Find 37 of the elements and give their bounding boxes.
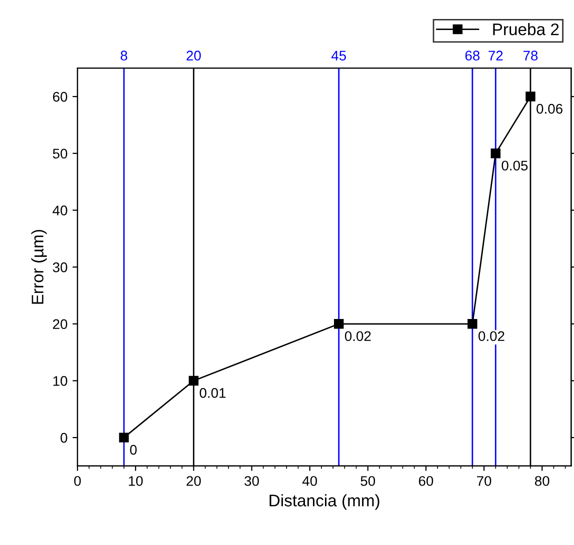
y-tick-label: 40 xyxy=(52,206,68,216)
annotation: 0.02 xyxy=(344,331,371,342)
x2-tick-label: 68 xyxy=(465,50,480,61)
y-tick-label: 0 xyxy=(60,432,68,443)
x2-tick-label: 72 xyxy=(488,50,503,60)
point xyxy=(334,319,344,329)
annotation: 0.02 xyxy=(478,331,504,342)
x-tick-label: 10 xyxy=(128,476,143,486)
annotation: 0.06 xyxy=(536,104,562,114)
annotation: 0.05 xyxy=(502,160,528,171)
x2-tick-label: 8 xyxy=(120,50,128,61)
x-tick-label: 40 xyxy=(302,476,317,486)
y-tick-label: 10 xyxy=(53,376,68,386)
x-tick-label: 80 xyxy=(534,476,550,486)
point xyxy=(526,92,536,102)
x-tick-label: 70 xyxy=(477,476,492,486)
x-axis-title: Distancia (mm) xyxy=(270,494,380,510)
x-tick-label: 50 xyxy=(360,476,376,486)
x-tick-label: 20 xyxy=(186,476,201,486)
point xyxy=(490,148,500,158)
x2-tick-label: 45 xyxy=(331,50,346,61)
y-tick-label: 50 xyxy=(52,148,68,159)
annotation: 0 xyxy=(130,444,137,455)
y-tick-label: 20 xyxy=(53,319,68,330)
point xyxy=(468,319,478,329)
x-tick-label: 60 xyxy=(418,476,434,486)
legend-label: Prueba 2 xyxy=(493,23,559,36)
annotation: 0.01 xyxy=(200,388,226,398)
point xyxy=(119,432,129,442)
x2-tick-label: 20 xyxy=(186,50,201,61)
y-tick-label: 60 xyxy=(53,92,68,102)
x-tick-label: 30 xyxy=(244,476,259,486)
x2-tick-label: 78 xyxy=(523,50,538,61)
x-tick-label: 0 xyxy=(74,476,81,486)
point xyxy=(188,376,198,386)
y-tick-label: 30 xyxy=(52,262,68,272)
y-axis-title: Error (µm) xyxy=(31,230,47,304)
